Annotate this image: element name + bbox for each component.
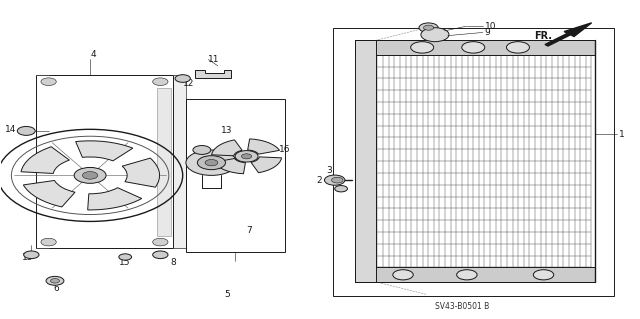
- Circle shape: [506, 42, 529, 53]
- Text: 6: 6: [53, 284, 59, 293]
- Text: 7: 7: [246, 226, 252, 235]
- Text: 8: 8: [170, 258, 175, 267]
- Wedge shape: [248, 139, 280, 154]
- Circle shape: [241, 154, 252, 159]
- Polygon shape: [36, 75, 173, 249]
- Polygon shape: [195, 70, 230, 78]
- Wedge shape: [23, 181, 75, 207]
- Wedge shape: [76, 141, 133, 161]
- Text: 16: 16: [278, 145, 290, 154]
- Wedge shape: [212, 140, 242, 156]
- Circle shape: [83, 172, 98, 179]
- Circle shape: [419, 23, 438, 33]
- Circle shape: [74, 167, 106, 183]
- Circle shape: [457, 270, 477, 280]
- Text: 4: 4: [90, 50, 96, 59]
- Bar: [333, 28, 614, 296]
- Circle shape: [175, 75, 190, 82]
- Text: SV43-B0501 B: SV43-B0501 B: [435, 302, 489, 311]
- Circle shape: [335, 186, 348, 192]
- Wedge shape: [251, 157, 282, 173]
- Circle shape: [205, 160, 218, 166]
- Circle shape: [41, 78, 56, 85]
- Circle shape: [533, 270, 554, 280]
- Circle shape: [17, 126, 35, 135]
- Circle shape: [186, 150, 237, 175]
- Circle shape: [411, 42, 434, 53]
- Circle shape: [332, 177, 343, 183]
- Bar: [186, 99, 285, 252]
- Polygon shape: [545, 23, 591, 46]
- Text: 2: 2: [317, 176, 323, 185]
- Bar: [157, 88, 172, 236]
- Circle shape: [119, 254, 132, 260]
- Circle shape: [393, 270, 413, 280]
- Text: 9: 9: [484, 28, 490, 37]
- Text: 3: 3: [326, 166, 332, 175]
- Circle shape: [462, 42, 484, 53]
- Circle shape: [153, 238, 168, 246]
- Circle shape: [24, 251, 39, 259]
- Text: 14: 14: [5, 125, 17, 134]
- Circle shape: [193, 145, 211, 154]
- Circle shape: [46, 276, 64, 285]
- Circle shape: [424, 25, 434, 30]
- Text: 15: 15: [22, 254, 33, 263]
- Text: 15: 15: [119, 258, 131, 267]
- Circle shape: [324, 175, 345, 185]
- Circle shape: [51, 278, 60, 283]
- Wedge shape: [88, 188, 141, 210]
- Text: 10: 10: [484, 22, 496, 31]
- Text: 1: 1: [619, 130, 625, 138]
- Circle shape: [41, 238, 56, 246]
- Wedge shape: [214, 159, 246, 174]
- Bar: [378, 55, 591, 268]
- Bar: [355, 268, 595, 282]
- Text: 5: 5: [225, 290, 230, 299]
- Circle shape: [197, 156, 225, 170]
- Text: 12: 12: [182, 79, 194, 88]
- Bar: [355, 41, 595, 55]
- Wedge shape: [21, 147, 69, 174]
- Circle shape: [153, 78, 168, 85]
- Wedge shape: [122, 158, 159, 187]
- Circle shape: [153, 251, 168, 259]
- Circle shape: [235, 151, 258, 162]
- Text: 13: 13: [221, 126, 232, 135]
- Bar: [355, 41, 376, 282]
- Text: 11: 11: [208, 55, 220, 64]
- Circle shape: [421, 28, 449, 42]
- Polygon shape: [49, 75, 186, 249]
- Text: FR.: FR.: [534, 31, 552, 41]
